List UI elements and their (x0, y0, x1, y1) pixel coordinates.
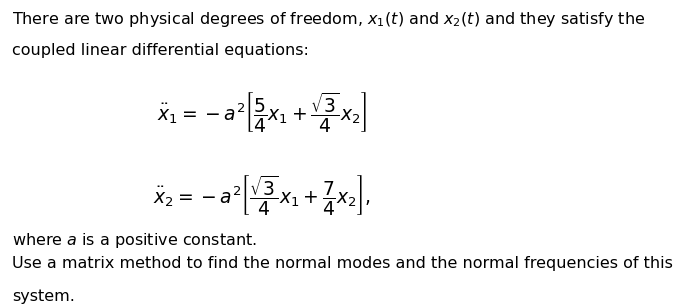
Text: $\ddot{x}_1 = -a^2\left[\dfrac{5}{4}x_1 + \dfrac{\sqrt{3}}{4}x_2\right]$: $\ddot{x}_1 = -a^2\left[\dfrac{5}{4}x_1 … (157, 90, 367, 134)
Text: $\ddot{x}_2 = -a^2\left[\dfrac{\sqrt{3}}{4}x_1 + \dfrac{7}{4}x_2\right],$: $\ddot{x}_2 = -a^2\left[\dfrac{\sqrt{3}}… (153, 173, 370, 217)
Text: There are two physical degrees of freedom, $x_1(t)$ and $x_2(t)$ and they satisf: There are two physical degrees of freedo… (12, 10, 645, 29)
Text: system.: system. (12, 289, 75, 304)
Text: where $a$ is a positive constant.: where $a$ is a positive constant. (12, 231, 257, 250)
Text: coupled linear differential equations:: coupled linear differential equations: (12, 43, 309, 58)
Text: Use a matrix method to find the normal modes and the normal frequencies of this: Use a matrix method to find the normal m… (12, 256, 673, 271)
